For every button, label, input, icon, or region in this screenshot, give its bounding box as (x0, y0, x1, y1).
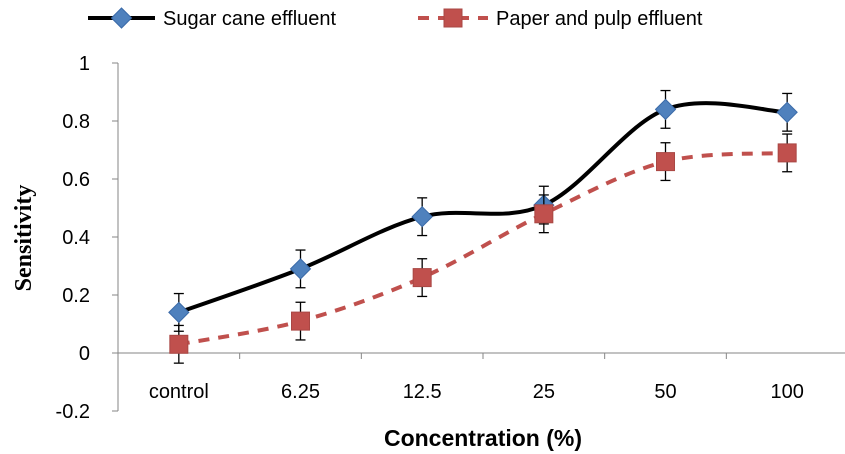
y-tick-label: -0.2 (56, 401, 90, 423)
legend-item-1: Sugar cane effluent (88, 7, 337, 30)
x-tick-label: 100 (770, 381, 803, 403)
x-axis-title: Concentration (%) (384, 425, 582, 451)
y-tick-label: 0.6 (62, 169, 90, 191)
data-point-square (534, 204, 554, 224)
data-point-square (169, 334, 189, 354)
legend: Sugar cane effluent Paper and pulp efflue… (88, 7, 703, 30)
data-point-square (777, 143, 797, 163)
data-point-diamond (411, 205, 433, 228)
x-tick-label: 6.25 (281, 381, 320, 403)
data-point-diamond (654, 98, 677, 121)
y-tick-label: 0.2 (62, 285, 90, 307)
y-tick-label: 0.4 (62, 227, 90, 249)
y-tick-label: 0 (79, 343, 90, 365)
data-point-diamond (168, 301, 190, 324)
series-line (178, 150, 788, 347)
series-layer (168, 89, 798, 364)
y-tick-label: 1 (79, 53, 90, 75)
y-tick-label: 0.8 (62, 111, 90, 133)
data-point-diamond (289, 258, 312, 280)
legend-label: Sugar cane effluent (163, 8, 337, 30)
legend-marker-square (443, 8, 463, 28)
data-point-diamond (776, 101, 798, 124)
data-point-square (291, 311, 310, 331)
series-1 (168, 89, 798, 332)
y-axis-title: Sensitivity (11, 185, 37, 292)
x-tick-label: 25 (533, 381, 555, 403)
axes: -0.2 0 0.2 0.4 0.6 0.8 1 control 6.25 12.5 25 50 100 (56, 53, 845, 423)
legend-label: Paper and pulp effluent (496, 8, 703, 30)
x-tick-label: 12.5 (403, 381, 442, 403)
x-tick-label: 50 (654, 381, 676, 403)
data-point-square (412, 268, 432, 288)
legend-marker-diamond (110, 7, 133, 29)
x-tick-label: control (149, 381, 209, 403)
legend-item-2: Paper and pulp effluent (418, 8, 703, 30)
data-point-square (656, 152, 675, 172)
series-line (176, 101, 790, 315)
series-2 (169, 133, 797, 364)
